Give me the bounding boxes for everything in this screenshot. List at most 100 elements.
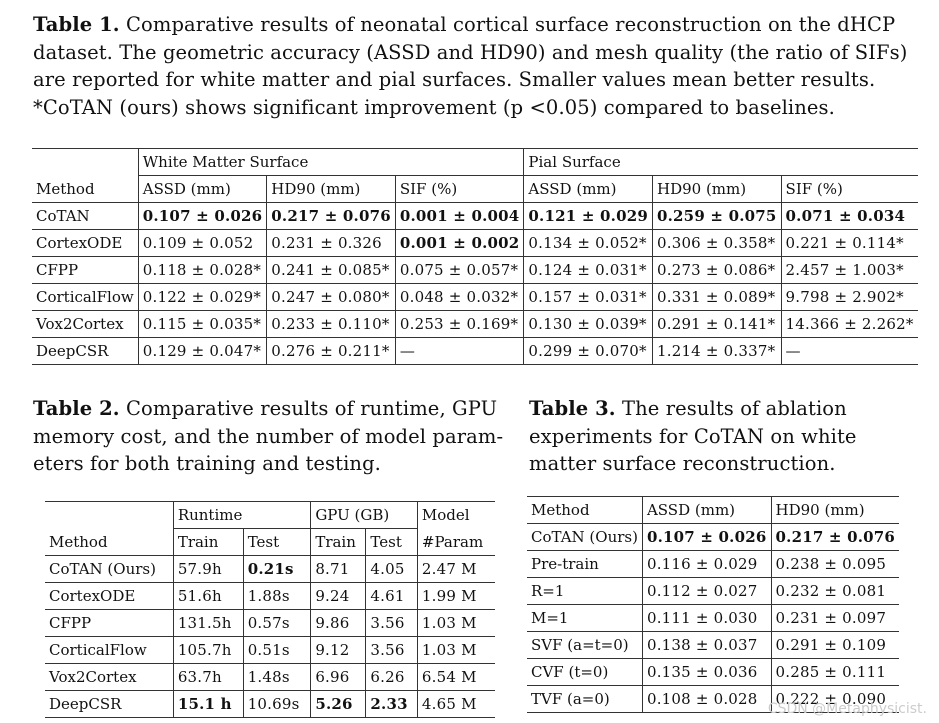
table1-group-header: Pial Surface (523, 148, 918, 176)
table3-method-cell: CoTAN (Ours) (527, 523, 643, 551)
table2-method-cell: CortexODE (45, 582, 174, 610)
table1-method-cell: DeepCSR (32, 337, 139, 365)
table1-value-cell: 0.306 ± 0.358* (651, 229, 782, 257)
table3-value-cell: 0.138 ± 0.037 (641, 631, 772, 659)
table1-value-cell: 0.276 ± 0.211* (266, 337, 396, 365)
table3-row: TVF (a=0) 0.108 ± 0.028 0.222 ± 0.090 (527, 685, 900, 713)
table1-value-cell: 0.122 ± 0.029* (137, 283, 267, 311)
table3-value-cell: 0.238 ± 0.095 (770, 550, 900, 578)
table2: Runtime GPU (GB) Model Method Train Test… (45, 501, 495, 718)
table3-value-cell: 0.285 ± 0.111 (770, 658, 900, 686)
table1-value-cell: 0.048 ± 0.032* (394, 283, 524, 311)
table1-caption-line: *CoTAN (ours) shows significant improvem… (33, 95, 835, 119)
table2-caption: Table 2. Comparative results of runtime,… (33, 395, 513, 478)
table2-value-cell: 6.54 M (416, 663, 495, 691)
table2-value-cell: 0.21s (242, 555, 311, 583)
table1-value-cell: 0.291 ± 0.141* (651, 310, 782, 338)
table3-col-header: ASSD (mm) (641, 496, 772, 524)
table2-method-cell: CorticalFlow (45, 636, 174, 664)
table3-row: CoTAN (Ours) 0.107 ± 0.026 0.217 ± 0.076 (527, 523, 900, 551)
table2-value-cell: 5.26 (310, 690, 366, 718)
table2-value-cell: 4.05 (365, 555, 418, 583)
table1-value-cell: 0.259 ± 0.075 (651, 202, 782, 230)
table1-caption-line: Comparative results of neonatal cortical… (126, 13, 896, 36)
table3-caption-line: matter surface reconstruction. (529, 452, 836, 475)
table2-empty-header (45, 501, 174, 529)
table2-caption-line: Comparative results of runtime, GPU (126, 397, 498, 420)
watermark: CSDN @Metaphysicist. (767, 701, 927, 717)
table1-value-cell: 0.331 ± 0.089* (651, 283, 782, 311)
table1-caption: Table 1. Comparative results of neonatal… (33, 11, 913, 121)
table1-value-cell: 0.233 ± 0.110* (266, 310, 396, 338)
table3-caption-label: Table 3. (529, 397, 616, 420)
table1-empty-header (32, 148, 139, 176)
table2-col-header: Train (310, 528, 366, 556)
table1-value-cell: 0.217 ± 0.076 (266, 202, 396, 230)
table1-value-cell: 0.075 ± 0.057* (394, 256, 524, 284)
table3-row: Pre-train 0.116 ± 0.029 0.238 ± 0.095 (527, 550, 900, 578)
table3-caption-line: The results of ablation (622, 397, 847, 420)
table2-row: CFPP 131.5h 0.57s 9.86 3.56 1.03 M (45, 609, 495, 637)
table1-value-cell: 0.130 ± 0.039* (523, 310, 653, 338)
table2-col-header: #Param (416, 528, 495, 556)
table1-value-cell: 0.121 ± 0.029 (523, 202, 653, 230)
table1-value-cell: 0.299 ± 0.070* (523, 337, 653, 365)
table2-value-cell: 9.24 (310, 582, 366, 610)
table3-method-cell: SVF (a=t=0) (527, 631, 643, 659)
table1-value-cell: 14.366 ± 2.262* (780, 310, 918, 338)
table3: Method ASSD (mm) HD90 (mm) CoTAN (Ours) 0… (527, 496, 900, 713)
table2-method-cell: CFPP (45, 609, 174, 637)
table2-value-cell: 1.03 M (416, 609, 495, 637)
table2-value-cell: 105.7h (172, 636, 244, 664)
table2-body: CoTAN (Ours) 57.9h 0.21s 8.71 4.05 2.47 M Cort… (45, 555, 495, 718)
table3-row: M=1 0.111 ± 0.030 0.231 ± 0.097 (527, 604, 900, 632)
table2-caption-label: Table 2. (33, 397, 120, 420)
table3-value-cell: 0.107 ± 0.026 (641, 523, 772, 551)
table1-value-cell: 0.001 ± 0.004 (394, 202, 524, 230)
table1-value-cell: 0.231 ± 0.326 (266, 229, 396, 257)
table2-value-cell: 1.88s (242, 582, 311, 610)
table1-col-header: HD90 (mm) (266, 175, 396, 203)
table3-row: R=1 0.112 ± 0.027 0.232 ± 0.081 (527, 577, 900, 605)
table3-method-cell: Pre-train (527, 550, 643, 578)
table2-value-cell: 1.48s (242, 663, 311, 691)
table1-method-header: Method (36, 179, 95, 198)
table1-value-cell: 0.124 ± 0.031* (523, 256, 653, 284)
table3-method-cell: TVF (a=0) (527, 685, 643, 713)
table1-value-cell: 0.109 ± 0.052 (137, 229, 267, 257)
table2-col-header: Train (172, 528, 244, 556)
table2-row: Vox2Cortex 63.7h 1.48s 6.96 6.26 6.54 M (45, 663, 495, 691)
table1-caption-line: dataset. The geometric accuracy (ASSD an… (33, 40, 908, 64)
table3-col-header: HD90 (mm) (770, 496, 900, 524)
table2-col-header: Test (242, 528, 311, 556)
table1-value-cell: 0.221 ± 0.114* (780, 229, 918, 257)
table1-row: CoTAN 0.107 ± 0.026 0.217 ± 0.076 0.001 ± 0… (32, 202, 918, 230)
table1-method-cell: Vox2Cortex (32, 310, 139, 338)
table3-caption-line: experiments for CoTAN on white (529, 424, 857, 448)
table1-value-cell: — (394, 337, 524, 365)
table1-caption-label: Table 1. (33, 13, 120, 36)
table2-method-cell: Vox2Cortex (45, 663, 174, 691)
table2-value-cell: 9.86 (310, 609, 366, 637)
table2-group-header: Model (416, 501, 495, 529)
table2-caption-line: memory cost, and the number of model par… (33, 424, 504, 448)
table1-value-cell: 0.253 ± 0.169* (394, 310, 524, 338)
table1-value-cell: 0.273 ± 0.086* (651, 256, 782, 284)
table1-value-cell: 2.457 ± 1.003* (780, 256, 918, 284)
table2-value-cell: 3.56 (365, 609, 418, 637)
table3-value-cell: 0.217 ± 0.076 (770, 523, 900, 551)
table3-col-header: Method (527, 496, 643, 524)
table2-value-cell: 8.71 (310, 555, 366, 583)
table2-value-cell: 131.5h (172, 609, 244, 637)
table2-value-cell: 1.03 M (416, 636, 495, 664)
table1-value-cell: 0.107 ± 0.026 (137, 202, 267, 230)
table3-value-cell: 0.108 ± 0.028 (641, 685, 772, 713)
table1-value-cell: 0.115 ± 0.035* (137, 310, 267, 338)
table2-value-cell: 2.33 (365, 690, 418, 718)
table3-row: CVF (t=0) 0.135 ± 0.036 0.285 ± 0.111 (527, 658, 900, 686)
table2-method-cell: CoTAN (Ours) (45, 555, 174, 583)
table1-method-cell: CoTAN (32, 202, 139, 230)
table1-value-cell: 0.247 ± 0.080* (266, 283, 396, 311)
table1-group-header: White Matter Surface (137, 148, 524, 176)
table2-value-cell: 10.69s (242, 690, 311, 718)
